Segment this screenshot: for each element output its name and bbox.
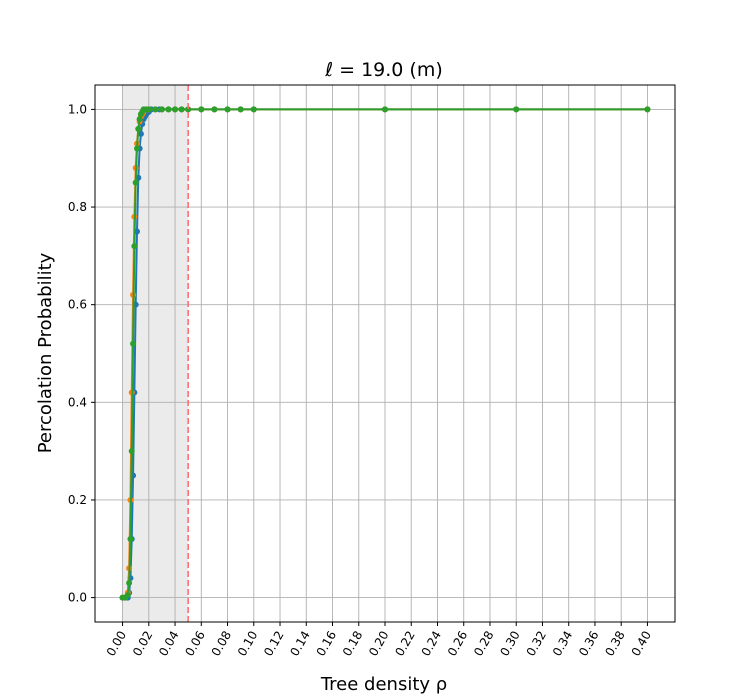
y-axis-title: Percolation Probability (35, 252, 56, 453)
data-point (130, 340, 137, 347)
data-point (132, 179, 139, 186)
data-point (137, 130, 144, 137)
data-point (145, 106, 152, 113)
y-tick-layer: 0.0 0.2 0.4 0.6 0.8 1.0 (68, 102, 95, 605)
data-point (178, 106, 185, 113)
data-point (185, 106, 192, 113)
series-group (119, 106, 651, 601)
data-point (127, 536, 134, 543)
chart-title: ℓ = 19.0 (m) (324, 59, 443, 81)
y-tick-label: 1.0 (68, 102, 87, 116)
data-point (135, 125, 142, 132)
data-point (152, 106, 159, 113)
data-point (172, 106, 179, 113)
data-point (128, 448, 135, 455)
y-tick-label: 0.8 (68, 200, 87, 214)
y-tick-label: 0.6 (68, 298, 87, 312)
y-tick-label: 0.2 (68, 493, 87, 507)
data-point (211, 106, 218, 113)
x-axis-title: Tree density ρ (320, 674, 447, 695)
data-point (237, 106, 244, 113)
data-point (198, 106, 205, 113)
data-point (136, 116, 143, 123)
data-point (382, 106, 388, 113)
data-point (644, 106, 651, 113)
data-point (131, 243, 138, 250)
y-tick-label: 0.0 (68, 591, 87, 605)
y-tick-label: 0.4 (68, 395, 87, 409)
data-point (165, 106, 172, 113)
data-point (224, 106, 231, 113)
data-point (126, 579, 133, 586)
grid-layer (95, 85, 675, 622)
data-point (250, 106, 257, 113)
data-point (133, 145, 140, 152)
data-point (124, 592, 131, 599)
series-layer (119, 106, 651, 601)
data-point (158, 106, 165, 113)
data-point (513, 106, 520, 113)
